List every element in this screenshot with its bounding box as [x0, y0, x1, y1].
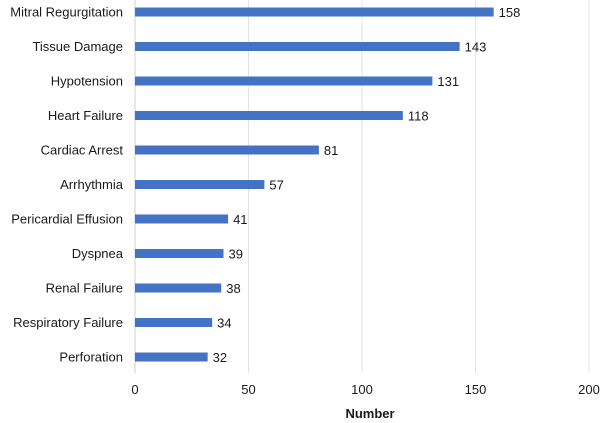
category-label: Tissue Damage: [32, 39, 123, 54]
bar: [135, 42, 460, 51]
value-label-layer: 158 143 131 118 81 57 41 39 38 34 32: [213, 5, 521, 365]
category-label: Pericardial Effusion: [11, 212, 123, 227]
data-label: 143: [465, 40, 487, 55]
data-label: 158: [499, 5, 521, 20]
category-label: Dyspnea: [72, 246, 124, 261]
bar: [135, 76, 433, 86]
category-label: Mitral Regurgitation: [10, 5, 123, 20]
data-label: 41: [233, 212, 247, 227]
category-label: Cardiac Arrest: [41, 143, 124, 158]
data-label: 32: [213, 350, 227, 365]
data-label: 118: [408, 109, 429, 124]
x-axis-title: Number: [345, 406, 394, 421]
category-label: Hypotension: [51, 74, 123, 89]
bar-layer: [135, 7, 494, 362]
data-label: 38: [226, 281, 240, 296]
bar: [135, 249, 224, 258]
x-tick-label: 0: [131, 382, 138, 397]
bar: [135, 111, 403, 120]
category-label: Respiratory Failure: [13, 315, 123, 330]
bar: [135, 283, 222, 293]
bar: [135, 180, 265, 189]
category-label-layer: Mitral Regurgitation Tissue Damage Hypoten…: [10, 5, 123, 365]
x-tick-label: 50: [241, 382, 255, 397]
bar: [135, 7, 494, 17]
bar: [135, 352, 208, 362]
x-tick-layer: 0 50 100 150 200: [131, 382, 599, 397]
bar: [135, 318, 213, 327]
data-label: 34: [217, 316, 231, 331]
category-label: Arrhythmia: [60, 177, 124, 192]
x-tick-label: 100: [351, 382, 373, 397]
data-label: 131: [437, 74, 459, 89]
bar: [135, 145, 319, 155]
category-label: Perforation: [59, 350, 123, 365]
data-label: 39: [229, 247, 243, 262]
data-label: 81: [324, 143, 338, 158]
data-label: 57: [269, 178, 283, 193]
x-tick-label: 150: [465, 382, 487, 397]
category-label: Heart Failure: [48, 108, 123, 123]
category-label: Renal Failure: [46, 281, 123, 296]
bar: [135, 214, 229, 224]
x-tick-label: 200: [578, 382, 600, 397]
